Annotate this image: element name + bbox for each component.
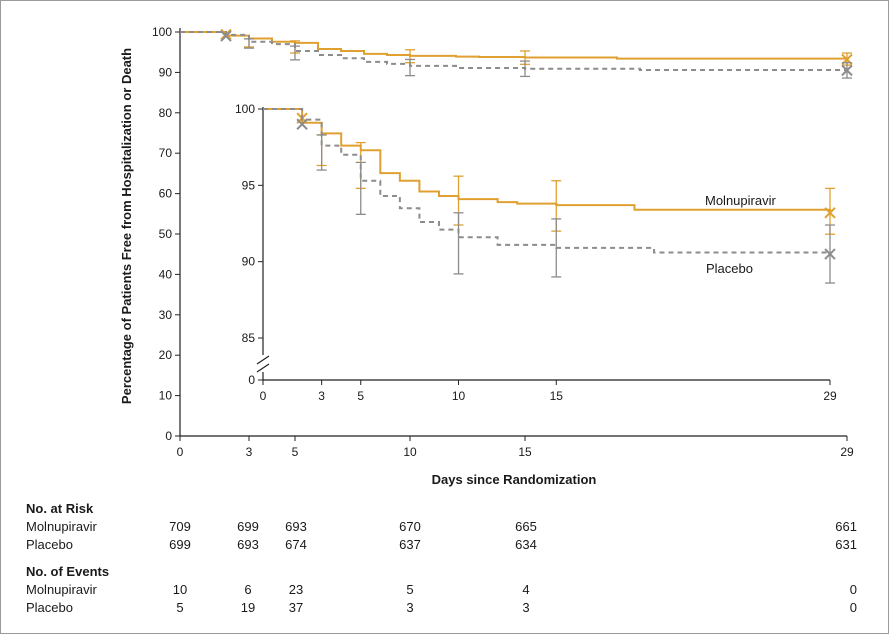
inset-y-tick-label: 95 (242, 178, 256, 192)
table-cell: 670 (399, 519, 421, 534)
y-tick-label: 50 (159, 227, 173, 241)
inset-series-labels: Molnupiravir Placebo (705, 193, 776, 276)
y-tick-label: 90 (159, 65, 173, 79)
inset-y-tick-label: 85 (242, 331, 256, 345)
y-tick-label: 40 (159, 267, 173, 281)
table-cell: 674 (285, 537, 307, 552)
x-tick-label: 5 (292, 445, 299, 459)
inset-y-tick-label: 0 (248, 373, 255, 387)
inset-y-tick-label: 90 (242, 255, 256, 269)
inset-label-placebo: Placebo (706, 261, 753, 276)
y-tick-label: 0 (165, 429, 172, 443)
table-cell: 637 (399, 537, 421, 552)
table-cell: 709 (169, 519, 191, 534)
inset-y-tick-label: 100 (235, 102, 255, 116)
table-cell: 23 (289, 582, 303, 597)
table-cell: 0 (850, 600, 857, 615)
table-cell: 5 (176, 600, 183, 615)
table-cells: 709 699 693 670 665 661 699 693 674 637 634 631 10 6 2… (169, 519, 857, 615)
inset-curve-placebo (263, 108, 831, 255)
table-cell: 693 (285, 519, 307, 534)
table-cell: 37 (289, 600, 303, 615)
events-row-label: Placebo (26, 600, 73, 615)
y-tick-label: 30 (159, 308, 173, 322)
x-tick-label: 3 (246, 445, 253, 459)
y-tick-label: 10 (159, 389, 173, 403)
table-cell: 693 (237, 537, 259, 552)
y-tick-label: 80 (159, 106, 173, 120)
table-cell: 665 (515, 519, 537, 534)
table-cell: 634 (515, 537, 537, 552)
inset-curves (263, 108, 836, 284)
table-cell: 3 (406, 600, 413, 615)
inset-censor-mark-molnupiravir (824, 207, 836, 219)
table-cell: 6 (244, 582, 251, 597)
outer-curve-placebo (180, 31, 848, 71)
x-tick-label: 0 (177, 445, 184, 459)
events-row-label: Molnupiravir (26, 582, 97, 597)
inset-x-tick-label: 15 (550, 389, 564, 403)
table-cell: 699 (169, 537, 191, 552)
table-cell: 19 (241, 600, 255, 615)
outer-curves (180, 28, 853, 79)
inset-x-tick-label: 10 (452, 389, 466, 403)
table-cell: 661 (835, 519, 857, 534)
at-risk-row-label: Molnupiravir (26, 519, 97, 534)
inset-background (223, 97, 846, 404)
inset-x-tick-label: 3 (318, 389, 325, 403)
inset-label-molnupiravir: Molnupiravir (705, 193, 776, 208)
y-tick-label: 70 (159, 146, 173, 160)
table-cell: 3 (522, 600, 529, 615)
y-tick-label: 60 (159, 187, 173, 201)
inset-axes: 0 85 90 95 100 0 3 5 10 15 29 (223, 97, 846, 404)
y-axis-title: Percentage of Patients Free from Hospita… (119, 48, 134, 404)
y-tick-label: 100 (152, 25, 172, 39)
outer-curve-molnupiravir (180, 31, 848, 60)
inset-censor-mark-placebo (824, 248, 836, 260)
at-risk-row-label: Placebo (26, 537, 73, 552)
risk-table: No. at Risk Molnupiravir Placebo No. of … (26, 501, 857, 615)
y-tick-label: 20 (159, 348, 173, 362)
events-title: No. of Events (26, 564, 109, 579)
table-cell: 631 (835, 537, 857, 552)
table-cell: 4 (522, 582, 529, 597)
inset-axis-break (256, 355, 270, 373)
x-tick-label: 10 (403, 445, 417, 459)
table-cell: 5 (406, 582, 413, 597)
inset-x-tick-label: 0 (260, 389, 267, 403)
table-cell: 10 (173, 582, 187, 597)
x-tick-label: 29 (840, 445, 854, 459)
x-axis-title: Days since Randomization (432, 472, 597, 487)
outer-censor-mark-placebo (841, 64, 853, 77)
table-cell: 699 (237, 519, 259, 534)
inset-censor-mark-placebo (296, 118, 308, 130)
outer-censor-mark-placebo (220, 30, 232, 42)
inset-x-tick-label: 29 (823, 389, 837, 403)
inset-x-tick-label: 5 (357, 389, 364, 403)
x-tick-label: 15 (518, 445, 532, 459)
table-cell: 0 (850, 582, 857, 597)
at-risk-title: No. at Risk (26, 501, 94, 516)
